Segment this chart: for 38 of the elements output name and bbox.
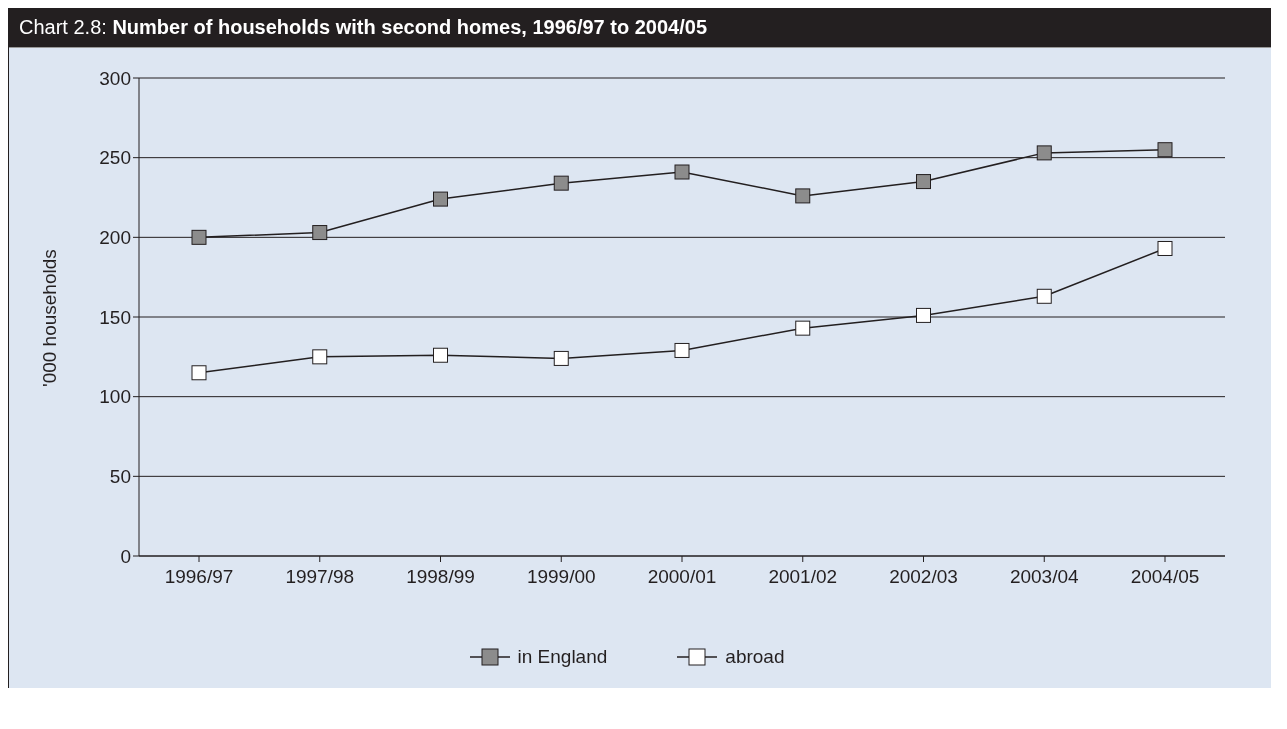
y-axis-title: '000 households	[38, 249, 60, 387]
x-tick-label: 2003/04	[1009, 566, 1080, 588]
x-tick-label: 1999/00	[526, 566, 596, 588]
chart-title: Chart 2.8: Number of households with second homes, 1996/97 to 2004/05	[9, 8, 1271, 48]
y-tick-label: 150	[99, 306, 131, 328]
point	[312, 225, 328, 241]
point	[916, 307, 931, 323]
point	[795, 320, 811, 336]
legend-label: in England	[516, 646, 608, 668]
x-tick-label: 1997/98	[285, 566, 355, 588]
point	[553, 175, 569, 191]
point	[1157, 142, 1173, 158]
point	[1157, 240, 1173, 256]
x-tick-label: 1996/97	[164, 566, 234, 588]
point	[433, 347, 448, 363]
point	[191, 365, 207, 381]
point	[1036, 288, 1052, 304]
point	[1036, 145, 1052, 161]
x-tick-label: 1998/99	[406, 566, 475, 588]
point	[553, 350, 569, 366]
y-tick-label: 250	[99, 147, 131, 169]
x-tick-label: 2004/05	[1130, 566, 1200, 588]
y-tick-label: 200	[99, 227, 131, 249]
point	[795, 188, 811, 204]
x-tick-label: 2000/01	[647, 566, 717, 588]
point	[916, 174, 931, 190]
y-tick-label: 100	[99, 386, 131, 408]
x-tick-label: 2002/03	[889, 566, 958, 588]
point	[191, 229, 207, 245]
x-tick-label: 2001/02	[768, 566, 838, 588]
y-tick-label: 0	[120, 545, 131, 567]
point	[312, 349, 328, 365]
legend-label: abroad	[724, 646, 785, 668]
point	[674, 342, 690, 358]
y-tick-label: 300	[99, 67, 131, 89]
point	[433, 191, 448, 207]
y-tick-label: 50	[109, 466, 131, 488]
point	[674, 164, 690, 180]
